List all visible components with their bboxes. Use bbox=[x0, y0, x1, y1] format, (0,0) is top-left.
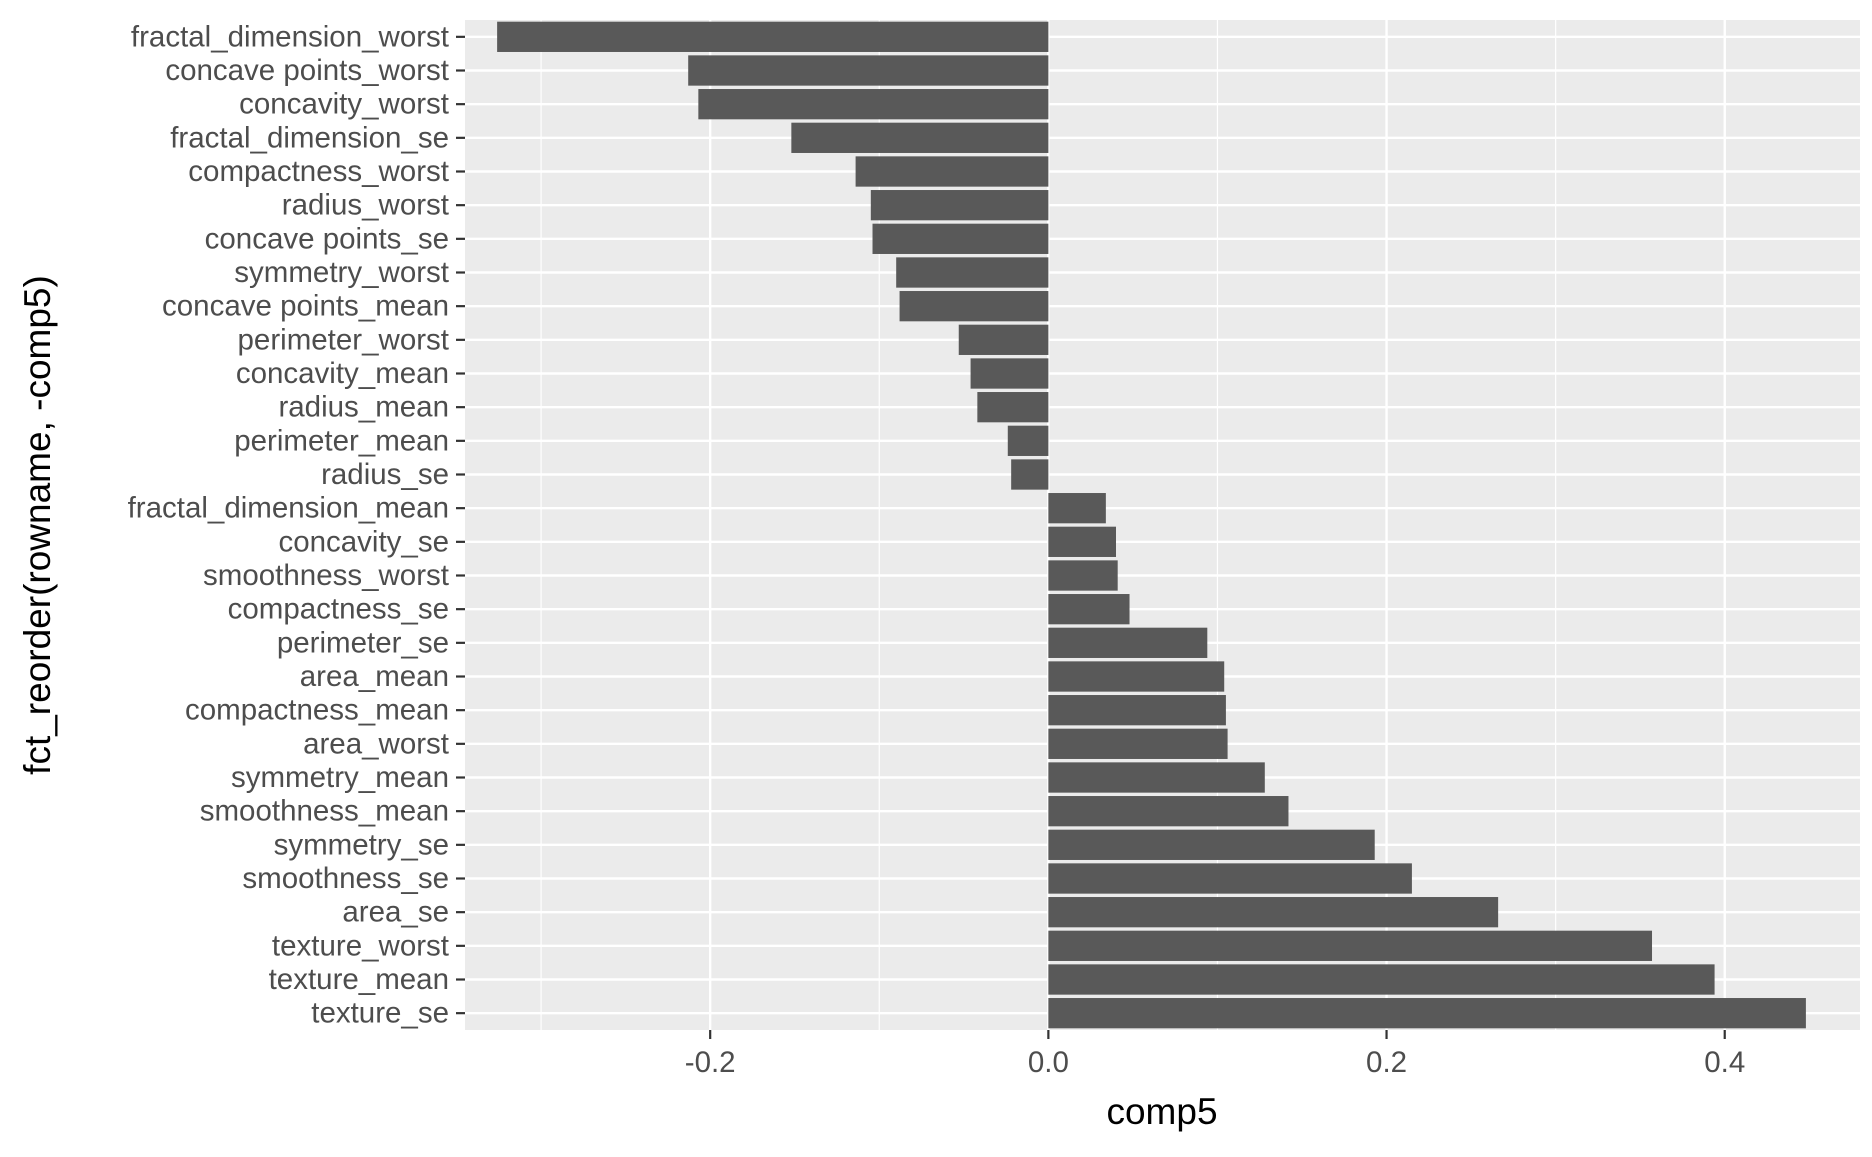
y-tick-label: concavity_se bbox=[278, 525, 449, 558]
bar-fractal-dimension-worst bbox=[497, 21, 1049, 52]
bar-fractal-dimension-se bbox=[791, 122, 1049, 153]
y-tick-label: compactness_mean bbox=[185, 694, 449, 727]
y-tick-label: smoothness_se bbox=[242, 862, 449, 895]
y-tick-label: area_mean bbox=[300, 660, 449, 693]
bar-symmetry-worst bbox=[896, 257, 1049, 288]
bar-concave-points-worst bbox=[688, 55, 1049, 86]
y-tick-label: fractal_dimension_se bbox=[170, 121, 449, 154]
y-tick-label: radius_se bbox=[321, 458, 449, 491]
y-tick-label: texture_worst bbox=[272, 929, 449, 962]
y-tick-label: concave points_se bbox=[205, 222, 449, 255]
y-axis-title: fct_reorder(rowname, -comp5) bbox=[17, 275, 58, 775]
bar-area-se bbox=[1048, 897, 1499, 928]
bar-perimeter-worst bbox=[958, 324, 1049, 355]
y-tick-label: compactness_worst bbox=[188, 155, 449, 188]
y-tick-label: radius_worst bbox=[282, 189, 449, 222]
bar-concavity-mean bbox=[970, 358, 1049, 389]
y-tick-label: compactness_se bbox=[228, 593, 449, 626]
x-tick-label: 0.0 bbox=[1028, 1046, 1069, 1079]
y-tick-label: fractal_dimension_mean bbox=[128, 492, 449, 525]
y-tick-label: texture_mean bbox=[269, 963, 449, 996]
bar-radius-mean bbox=[977, 392, 1049, 423]
y-tick-label: concave points_worst bbox=[165, 54, 449, 87]
bar-texture-mean bbox=[1048, 964, 1715, 995]
y-tick-label: area_worst bbox=[303, 727, 449, 760]
bar-concave-points-se bbox=[872, 223, 1049, 254]
y-tick-label: concavity_mean bbox=[236, 357, 449, 390]
bar-compactness-se bbox=[1048, 594, 1130, 625]
bar-concavity-worst bbox=[698, 89, 1049, 120]
y-tick-label: perimeter_worst bbox=[238, 323, 449, 356]
y-tick-label: symmetry_se bbox=[274, 828, 449, 861]
bar-radius-se bbox=[1011, 459, 1049, 490]
bars-layer bbox=[497, 21, 1806, 1029]
bar-compactness-worst bbox=[855, 156, 1049, 187]
y-tick-label: fractal_dimension_worst bbox=[131, 20, 449, 53]
y-tick-label: radius_mean bbox=[278, 391, 449, 424]
bar-smoothness-worst bbox=[1048, 560, 1118, 591]
y-tick-label: perimeter_se bbox=[277, 626, 449, 659]
y-tick-label: area_se bbox=[342, 896, 449, 929]
y-tick-label: symmetry_mean bbox=[231, 761, 449, 794]
bar-perimeter-mean bbox=[1007, 425, 1049, 456]
y-tick-label: perimeter_mean bbox=[234, 424, 449, 457]
bar-texture-worst bbox=[1048, 930, 1653, 961]
y-tick-label: concavity_worst bbox=[239, 88, 449, 121]
x-tick-label: 0.2 bbox=[1366, 1046, 1407, 1079]
plot-panel bbox=[465, 20, 1860, 1030]
bar-smoothness-mean bbox=[1048, 796, 1289, 827]
bar-smoothness-se bbox=[1048, 863, 1412, 894]
bar-area-worst bbox=[1048, 728, 1228, 759]
y-tick-label: concave points_mean bbox=[162, 290, 449, 323]
bar-symmetry-se bbox=[1048, 829, 1375, 860]
bar-radius-worst bbox=[870, 190, 1049, 221]
x-axis: -0.2 0.0 0.2 0.4 bbox=[685, 1030, 1745, 1079]
bar-texture-se bbox=[1048, 998, 1806, 1029]
y-tick-label: symmetry_worst bbox=[234, 256, 449, 289]
y-tick-label: smoothness_mean bbox=[200, 795, 449, 828]
x-tick-label: 0.4 bbox=[1704, 1046, 1745, 1079]
bar-concavity-se bbox=[1048, 526, 1116, 557]
bar-fractal-dimension-mean bbox=[1048, 493, 1106, 524]
y-tick-label: smoothness_worst bbox=[203, 559, 449, 592]
y-tick-label: texture_se bbox=[311, 997, 449, 1030]
bar-perimeter-se bbox=[1048, 627, 1208, 658]
x-axis-title: comp5 bbox=[1106, 1091, 1217, 1132]
bar-concave-points-mean bbox=[899, 291, 1049, 322]
x-tick-label: -0.2 bbox=[685, 1046, 736, 1079]
bar-symmetry-mean bbox=[1048, 762, 1265, 793]
bar-area-mean bbox=[1048, 661, 1225, 692]
bar-compactness-mean bbox=[1048, 695, 1226, 726]
